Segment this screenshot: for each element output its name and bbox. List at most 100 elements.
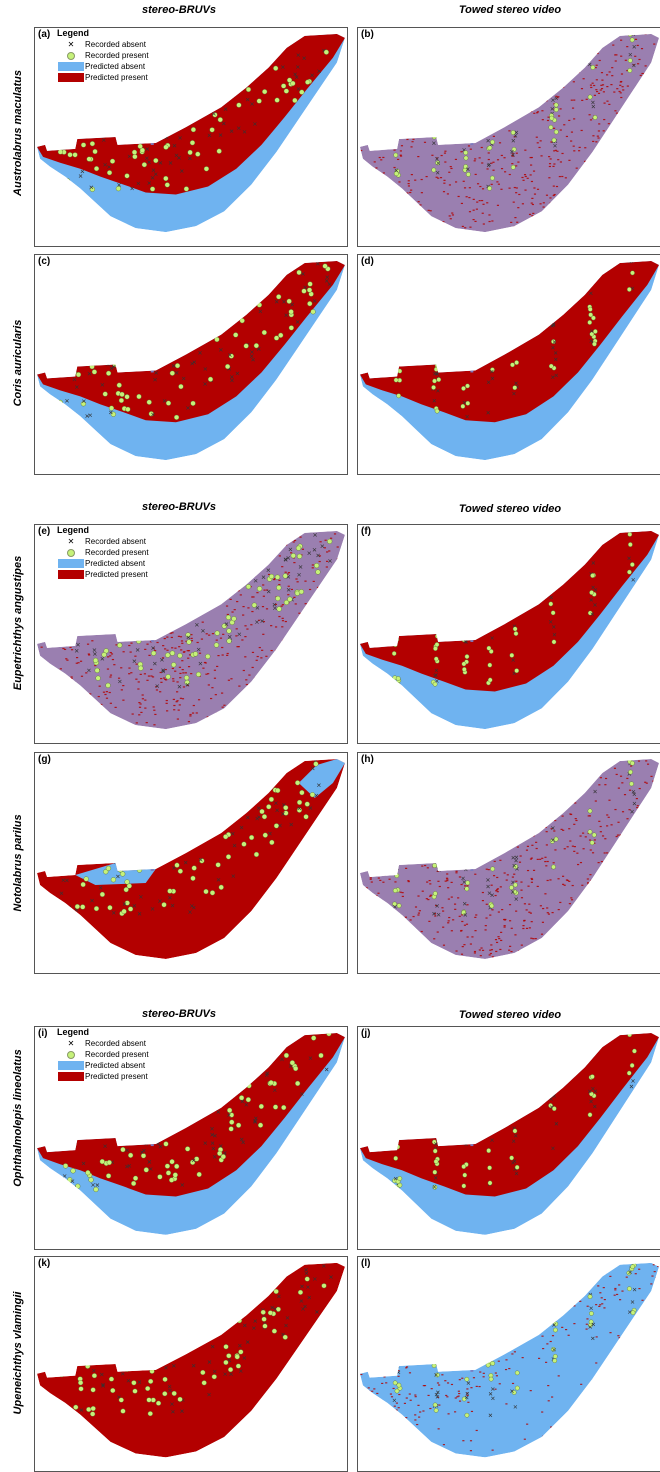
predicted-present-cell	[551, 244, 553, 245]
predicted-present-cell	[630, 888, 632, 889]
recorded-present-point	[128, 1153, 133, 1158]
predicted-present-cell	[618, 915, 620, 916]
predicted-present-cell	[646, 937, 648, 938]
predicted-present-cell	[446, 1351, 448, 1352]
predicted-present-cell	[540, 155, 542, 156]
recorded-present-point	[489, 1377, 493, 1381]
predicted-present-cell	[653, 967, 655, 968]
recorded-present-point	[275, 575, 280, 580]
predicted-present-cell	[571, 66, 573, 67]
predicted-present-cell	[422, 816, 424, 817]
recorded-present-point	[398, 369, 402, 373]
study-area	[358, 753, 660, 973]
predicted-present-cell	[512, 876, 514, 877]
predicted-present-cell	[163, 576, 165, 577]
predicted-present-cell	[397, 120, 399, 121]
predicted-present-cell	[596, 761, 598, 762]
predicted-present-cell	[621, 73, 623, 74]
predicted-present-cell	[645, 134, 647, 135]
predicted-present-cell	[601, 920, 603, 921]
recorded-present-point	[75, 1184, 80, 1189]
predicted-present-cell	[254, 712, 256, 713]
predicted-present-cell	[341, 653, 343, 654]
predicted-present-cell	[399, 109, 401, 110]
recorded-present-point	[85, 1170, 90, 1175]
predicted-present-cell	[585, 1270, 587, 1271]
recorded-present-point	[396, 676, 400, 680]
predicted-present-cell	[530, 111, 532, 112]
predicted-present-cell	[454, 775, 456, 776]
predicted-present-cell	[374, 127, 376, 128]
predicted-present-cell	[376, 38, 378, 39]
predicted-present-cell	[124, 602, 126, 603]
predicted-present-cell	[608, 104, 610, 105]
predicted-present-cell	[220, 538, 222, 539]
predicted-present-cell	[655, 794, 657, 795]
predicted-present-cell	[98, 696, 100, 697]
predicted-present-cell	[604, 229, 606, 230]
predicted-present-cell	[407, 1288, 409, 1289]
recorded-present-point	[268, 1311, 273, 1316]
recorded-present-point	[397, 394, 401, 398]
predicted-present-cell	[415, 34, 417, 35]
predicted-present-cell	[594, 772, 596, 773]
predicted-present-cell	[421, 850, 423, 851]
recorded-present-point	[106, 1173, 111, 1178]
predicted-present-cell	[531, 181, 533, 182]
predicted-present-cell	[207, 542, 209, 543]
predicted-present-cell	[647, 1335, 649, 1336]
predicted-present-cell	[100, 594, 102, 595]
predicted-present-cell	[384, 936, 386, 937]
predicted-present-cell	[545, 865, 547, 866]
predicted-present-cell	[370, 238, 372, 239]
predicted-present-cell	[181, 660, 183, 661]
recorded-present-point	[433, 1149, 437, 1153]
predicted-present-cell	[382, 813, 384, 814]
predicted-present-cell	[383, 30, 385, 31]
recorded-present-point	[257, 99, 262, 104]
predicted-present-cell	[593, 85, 595, 86]
predicted-present-cell	[439, 1319, 441, 1320]
predicted-present-cell	[580, 907, 582, 908]
predicted-present-cell	[278, 616, 280, 617]
recorded-present-point	[78, 1380, 83, 1385]
predicted-present-cell	[464, 187, 466, 188]
predicted-present-cell	[468, 197, 470, 198]
predicted-present-cell	[104, 694, 106, 695]
predicted-present-cell	[532, 784, 534, 785]
predicted-present-cell	[338, 623, 340, 624]
predicted-present-cell	[293, 526, 295, 527]
predicted-present-cell	[493, 1306, 495, 1307]
predicted-present-cell	[421, 86, 423, 87]
recorded-present-point	[227, 1108, 232, 1113]
predicted-present-cell	[472, 116, 474, 117]
predicted-present-cell	[166, 703, 168, 704]
predicted-present-cell	[537, 952, 539, 953]
recorded-present-point	[193, 652, 198, 657]
predicted-present-cell	[137, 597, 139, 598]
predicted-present-cell	[465, 43, 467, 44]
predicted-present-cell	[633, 220, 635, 221]
predicted-present-cell	[499, 142, 501, 143]
predicted-present-cell	[626, 933, 628, 934]
predicted-present-cell	[562, 884, 564, 885]
recorded-present-point	[395, 873, 399, 877]
predicted-present-cell	[252, 739, 254, 740]
predicted-present-cell	[118, 678, 120, 679]
predicted-present-cell	[533, 171, 535, 172]
predicted-present-cell	[543, 773, 545, 774]
predicted-present-cell	[240, 594, 242, 595]
predicted-present-cell	[443, 191, 445, 192]
predicted-present-cell	[463, 1285, 465, 1286]
recorded-present-point	[512, 1390, 516, 1394]
predicted-present-cell	[450, 784, 452, 785]
swatch-predicted-absent	[58, 1061, 84, 1070]
predicted-present-cell	[132, 624, 134, 625]
predicted-present-cell	[532, 221, 534, 222]
predicted-present-cell	[401, 852, 403, 853]
predicted-present-cell	[526, 63, 528, 64]
predicted-present-cell	[597, 953, 599, 954]
recorded-present-point	[593, 115, 597, 119]
predicted-present-cell	[190, 728, 192, 729]
predicted-present-cell	[545, 959, 547, 960]
